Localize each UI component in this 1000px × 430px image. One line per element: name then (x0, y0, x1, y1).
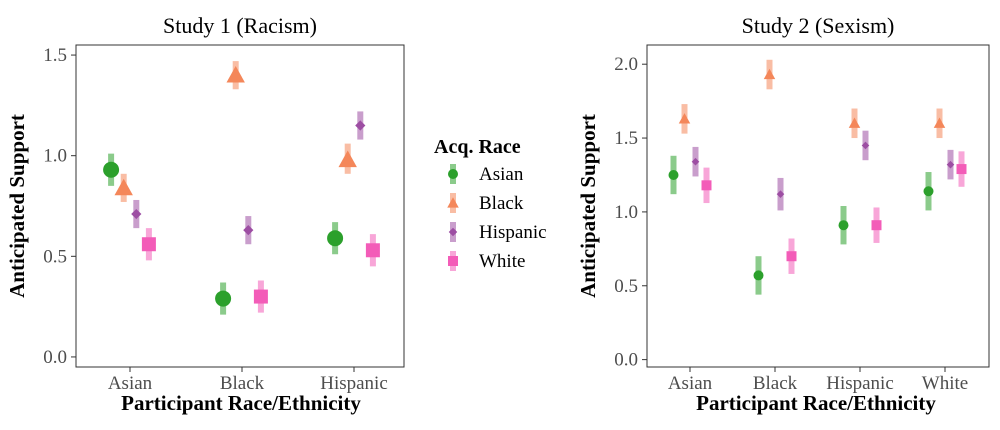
study2-xtick-label-black: Black (753, 373, 798, 394)
study2-point-white-asian (701, 180, 712, 191)
study2-chart: Study 2 (Sexism) Participant Race/Ethnic… (576, 13, 990, 415)
study2-point-white-white (956, 164, 967, 175)
study2-point-black-black (763, 68, 776, 80)
study2-point-black-white (933, 117, 946, 128)
study2-point-asian-white (923, 186, 934, 197)
study1-panel (75, 44, 405, 368)
study2-point-hispanic-asian (691, 157, 700, 166)
study1-point-white-asian (141, 237, 156, 252)
study1-point-asian-black (215, 290, 232, 307)
study2-point-asian-black (753, 270, 764, 281)
study2-panel (646, 44, 990, 368)
study2-title: Study 2 (Sexism) (742, 13, 895, 38)
study1-xlabel: Participant Race/Ethnicity (121, 391, 361, 415)
study2-point-white-black (786, 251, 797, 262)
study2-point-asian-asian (668, 169, 679, 180)
study2-ytick-label: 2.0 (614, 54, 638, 75)
legend-key-asian (448, 169, 458, 179)
study1-point-hispanic-asian (131, 208, 142, 220)
legend-label-asian: Asian (479, 164, 524, 185)
study2-point-asian-hispanic (838, 220, 849, 231)
study1-xtick-label-black: Black (220, 373, 265, 394)
study2-point-hispanic-black (776, 190, 785, 199)
study1-xtick-label-hispanic: Hispanic (320, 373, 388, 394)
study2-point-black-hispanic (848, 117, 861, 128)
study1-point-asian-hispanic (327, 230, 344, 247)
study2-point-hispanic-hispanic (861, 141, 870, 150)
legend-label-hispanic: Hispanic (479, 222, 547, 243)
study1-title: Study 1 (Racism) (163, 13, 317, 38)
legend-key-white (448, 256, 458, 266)
study2-ylabel: Anticipated Support (576, 114, 600, 298)
study1-ytick-label: 1.0 (43, 146, 67, 167)
study2-ticks: 0.0 0.5 1.0 1.5 2.0 Asian Black Hispanic White (614, 54, 968, 394)
study2-ytick-label: 0.5 (614, 276, 638, 297)
study2-point-black-asian (678, 113, 691, 124)
legend-label-black: Black (479, 193, 524, 214)
study2-ytick-label: 1.0 (614, 202, 638, 223)
legend-label-white: White (479, 251, 525, 272)
study1-ylabel: Anticipated Support (5, 114, 29, 298)
study1-point-white-black (253, 289, 268, 304)
study2-ytick-label: 0.0 (614, 350, 638, 371)
study2-marks (668, 59, 967, 295)
legend-items: Asian Black Hispanic White (447, 164, 547, 272)
study1-point-asian-asian (103, 161, 120, 178)
study1-point-hispanic-black (243, 225, 254, 236)
study1-ticks: 0.0 0.5 1.0 1.5 Asian Black Hispanic (43, 45, 388, 394)
study2-point-white-hispanic (871, 220, 882, 231)
study1-ytick-label: 1.5 (43, 45, 67, 66)
legend-title: Acq. Race (434, 136, 521, 158)
study1-ytick-label: 0.5 (43, 246, 67, 267)
study2-xlabel: Participant Race/Ethnicity (696, 391, 936, 415)
study1-point-black-hispanic (338, 150, 357, 168)
study1-point-black-black (226, 65, 245, 83)
study1-marks (103, 61, 380, 315)
study2-xtick-label-hispanic: Hispanic (826, 373, 894, 394)
legend: Acq. Race Asian Black Hispanic White (434, 136, 547, 272)
study1-ytick-label: 0.0 (43, 347, 67, 368)
study1-point-hispanic-hispanic (355, 120, 366, 131)
study2-ytick-label: 1.5 (614, 128, 638, 149)
study2-point-hispanic-white (946, 160, 955, 169)
study1-chart: Study 1 (Racism) Participant Race/Ethnic… (5, 13, 405, 415)
study1-xtick-label-asian: Asian (108, 373, 153, 394)
legend-key-hispanic (448, 227, 458, 237)
legend-key-black (447, 197, 459, 208)
study2-xtick-label-white: White (922, 373, 968, 394)
study1-point-white-hispanic (365, 243, 380, 258)
study2-xtick-label-asian: Asian (668, 373, 713, 394)
study1-point-black-asian (114, 178, 133, 196)
